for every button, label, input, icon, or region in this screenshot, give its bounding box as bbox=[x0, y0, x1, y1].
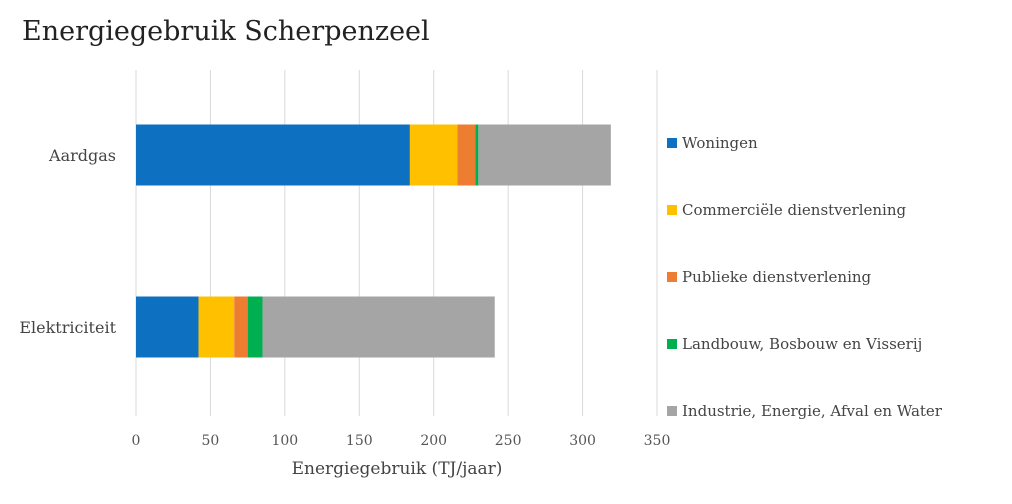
legend-swatch bbox=[667, 205, 677, 215]
x-tick-label: 300 bbox=[569, 433, 596, 449]
axis-labels: 0 50 100 150 200 250 300 350 Aardgas Elektricitei… bbox=[19, 146, 670, 449]
category-label: Aardgas bbox=[48, 146, 116, 165]
bar-segment bbox=[457, 124, 476, 186]
x-tick-label: 350 bbox=[644, 433, 671, 449]
legend-label: Industrie, Energie, Afval en Water bbox=[682, 402, 943, 420]
bar-segment bbox=[198, 296, 235, 358]
legend-label: Publieke dienstverlening bbox=[682, 268, 872, 286]
legend-item: Commerciële dienstverlening bbox=[667, 201, 906, 219]
x-tick-label: 100 bbox=[271, 433, 298, 449]
bar-segment bbox=[247, 296, 263, 358]
x-tick-label: 200 bbox=[420, 433, 447, 449]
x-tick-label: 0 bbox=[132, 433, 141, 449]
category-label: Elektriciteit bbox=[19, 318, 116, 337]
bar-segment bbox=[475, 124, 479, 186]
x-axis-title: Energiegebruik (TJ/jaar) bbox=[292, 459, 503, 479]
legend-label: Commerciële dienstverlening bbox=[682, 201, 906, 219]
legend-swatch bbox=[667, 272, 677, 282]
bar-segment bbox=[262, 296, 495, 358]
x-tick-label: 50 bbox=[202, 433, 220, 449]
legend-item: Industrie, Energie, Afval en Water bbox=[667, 402, 943, 420]
chart-title: Energiegebruik Scherpenzeel bbox=[22, 16, 430, 47]
x-tick-label: 250 bbox=[495, 433, 522, 449]
legend-label: Woningen bbox=[682, 134, 758, 152]
legend-swatch bbox=[667, 339, 677, 349]
x-tick-label: 150 bbox=[346, 433, 373, 449]
bar-segment bbox=[234, 296, 248, 358]
legend: Woningen Commerciële dienstverlening Publi… bbox=[667, 134, 943, 420]
legend-item: Publieke dienstverlening bbox=[667, 268, 872, 286]
grid bbox=[135, 70, 658, 416]
bar-segment bbox=[136, 296, 199, 358]
legend-label: Landbouw, Bosbouw en Visserij bbox=[682, 335, 922, 353]
legend-item: Landbouw, Bosbouw en Visserij bbox=[667, 335, 922, 353]
legend-swatch bbox=[667, 138, 677, 148]
bar-segment bbox=[409, 124, 458, 186]
legend-swatch bbox=[667, 406, 677, 416]
bar-segment bbox=[136, 124, 410, 186]
bars bbox=[136, 124, 611, 358]
legend-item: Woningen bbox=[667, 134, 758, 152]
bar-segment bbox=[478, 124, 611, 186]
